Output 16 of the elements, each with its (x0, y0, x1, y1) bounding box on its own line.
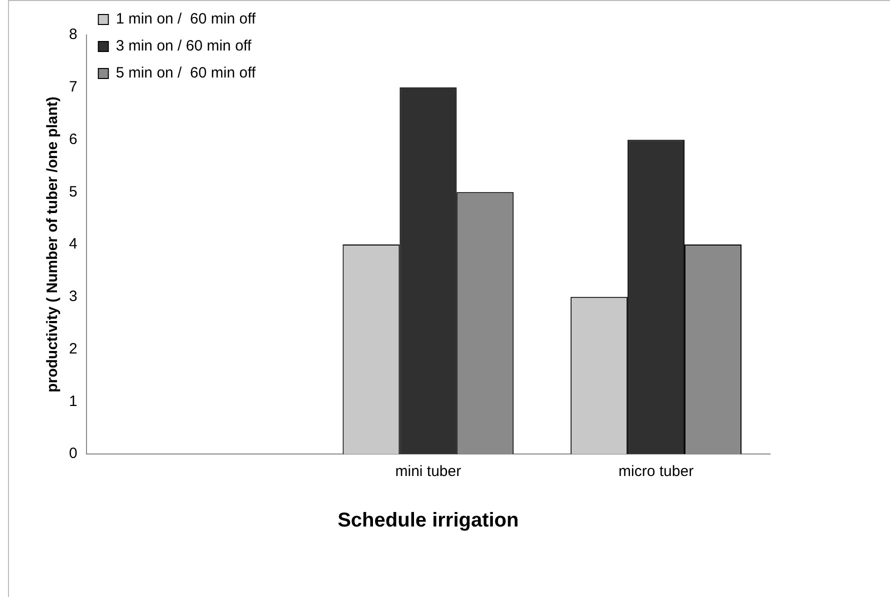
y-tick-label: 0 (69, 445, 78, 462)
y-tick-label: 5 (69, 183, 78, 200)
y-tick-label: 8 (69, 26, 78, 44)
legend-label: 1 min on / 60 min off (116, 10, 256, 28)
y-tick-label: 6 (69, 130, 78, 148)
x-axis-title: Schedule irrigation (338, 510, 519, 532)
x-tick-label: mini tuber (395, 463, 462, 480)
y-tick-label: 3 (69, 288, 78, 306)
legend-label: 3 min on / 60 min off (116, 38, 252, 55)
y-axis-title: productivity ( Number of tuber /one plant) (44, 96, 62, 392)
legend-label: 5 min on / 60 min off (116, 64, 256, 82)
y-tick-label: 4 (69, 236, 78, 253)
y-tick-label: 2 (69, 340, 78, 358)
y-tick-label: 7 (69, 78, 78, 96)
y-tick-label: 1 (69, 392, 78, 410)
x-tick-label: micro tuber (618, 463, 694, 480)
